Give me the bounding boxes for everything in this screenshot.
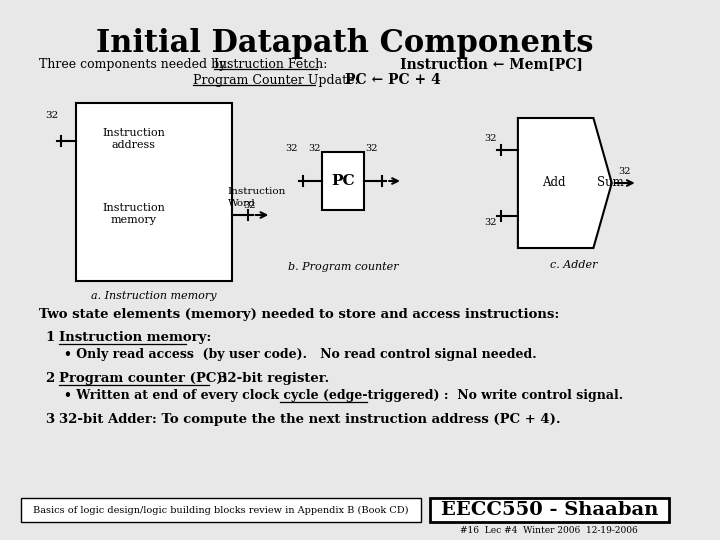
Text: Program counter (PC):: Program counter (PC): — [60, 372, 228, 385]
Text: 32: 32 — [365, 144, 378, 153]
Text: 32: 32 — [618, 167, 631, 176]
Text: Instruction ← Mem[PC]: Instruction ← Mem[PC] — [400, 57, 583, 71]
Text: a. Instruction memory: a. Instruction memory — [91, 291, 217, 301]
Text: Instruction: Instruction — [102, 203, 166, 213]
Text: PC ← PC + 4: PC ← PC + 4 — [345, 73, 441, 87]
Text: 32: 32 — [45, 111, 58, 120]
Text: 32-bit Adder: To compute the the next instruction address (PC + 4).: 32-bit Adder: To compute the the next in… — [60, 413, 561, 426]
Text: Two state elements (memory) needed to store and access instructions:: Two state elements (memory) needed to st… — [39, 308, 559, 321]
Text: Three components needed by:: Three components needed by: — [39, 58, 238, 71]
Text: Instruction: Instruction — [228, 187, 287, 196]
Text: 2: 2 — [45, 372, 55, 385]
Text: #16  Lec #4  Winter 2006  12-19-2006: #16 Lec #4 Winter 2006 12-19-2006 — [460, 526, 638, 535]
Text: 32: 32 — [484, 134, 497, 143]
Text: 32-bit register.: 32-bit register. — [210, 372, 330, 385]
Text: Add: Add — [542, 177, 565, 190]
Text: 3: 3 — [45, 413, 55, 426]
Text: EECC550 - Shaaban: EECC550 - Shaaban — [441, 501, 658, 519]
Text: PC: PC — [331, 174, 355, 188]
Text: 32: 32 — [484, 218, 497, 227]
Text: Program Counter Update:: Program Counter Update: — [193, 74, 359, 87]
Text: memory: memory — [111, 215, 157, 225]
Text: • Written at end of every clock cycle (edge-triggered) :  No write control signa: • Written at end of every clock cycle (e… — [64, 389, 623, 402]
Text: 32: 32 — [285, 144, 297, 153]
Text: 32: 32 — [243, 201, 256, 210]
Text: c. Adder: c. Adder — [550, 260, 598, 270]
Bar — [76, 103, 233, 281]
Text: Sum: Sum — [597, 177, 624, 190]
Text: Instruction Fetch:: Instruction Fetch: — [214, 58, 328, 71]
Text: • Only read access  (by user code).   No read control signal needed.: • Only read access (by user code). No re… — [64, 348, 536, 361]
Bar — [430, 498, 669, 522]
Bar — [322, 152, 364, 210]
Text: 32: 32 — [308, 144, 320, 153]
Text: Initial Datapath Components: Initial Datapath Components — [96, 28, 593, 59]
Text: Word: Word — [228, 199, 256, 208]
Text: address: address — [112, 140, 156, 150]
Text: Basics of logic design/logic building blocks review in Appendix B (Book CD): Basics of logic design/logic building bl… — [33, 505, 408, 515]
Text: b. Program counter: b. Program counter — [288, 262, 398, 272]
Text: Instruction: Instruction — [102, 128, 166, 138]
Bar — [21, 498, 421, 522]
Text: 1: 1 — [45, 331, 55, 344]
Text: Instruction memory:: Instruction memory: — [60, 331, 212, 344]
Polygon shape — [518, 118, 612, 248]
